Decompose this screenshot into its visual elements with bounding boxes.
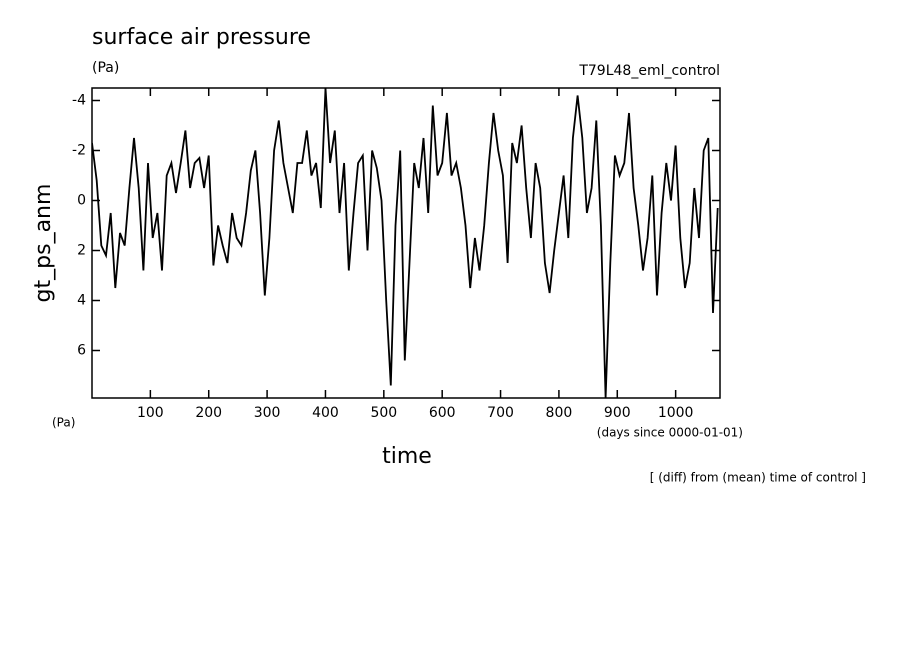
y-units: (Pa)	[52, 416, 75, 430]
x-tick-label: 800	[546, 405, 573, 421]
x-tick-label: 200	[195, 405, 222, 421]
x-tick-label: 100	[137, 405, 164, 421]
subtitle: T79L48_eml_control	[578, 63, 720, 79]
y-tick-label: 2	[77, 243, 86, 259]
x-units: (days since 0000-01-01)	[597, 426, 743, 440]
x-tick-label: 600	[429, 405, 456, 421]
y-tick-label: 6	[77, 343, 86, 359]
x-tick-label: 1000	[658, 405, 694, 421]
y-axis-label: gt_ps_anm	[31, 184, 56, 303]
x-tick-label: 700	[487, 405, 514, 421]
plot-frame	[91, 87, 721, 399]
x-tick-label: 500	[370, 405, 397, 421]
data-line	[92, 88, 719, 398]
units: (Pa)	[92, 60, 119, 76]
y-tick-label: -2	[72, 143, 86, 159]
chart-title: surface air pressure	[92, 25, 311, 50]
x-tick-label: 900	[604, 405, 631, 421]
note: [ (diff) from (mean) time of control ]	[650, 471, 866, 485]
y-tick-label: 0	[77, 193, 86, 209]
y-tick-label: 4	[77, 293, 86, 309]
x-tick-label: 300	[254, 405, 281, 421]
y-tick-label: -4	[72, 93, 86, 109]
x-axis-label: time	[382, 444, 432, 469]
x-tick-label: 400	[312, 405, 339, 421]
